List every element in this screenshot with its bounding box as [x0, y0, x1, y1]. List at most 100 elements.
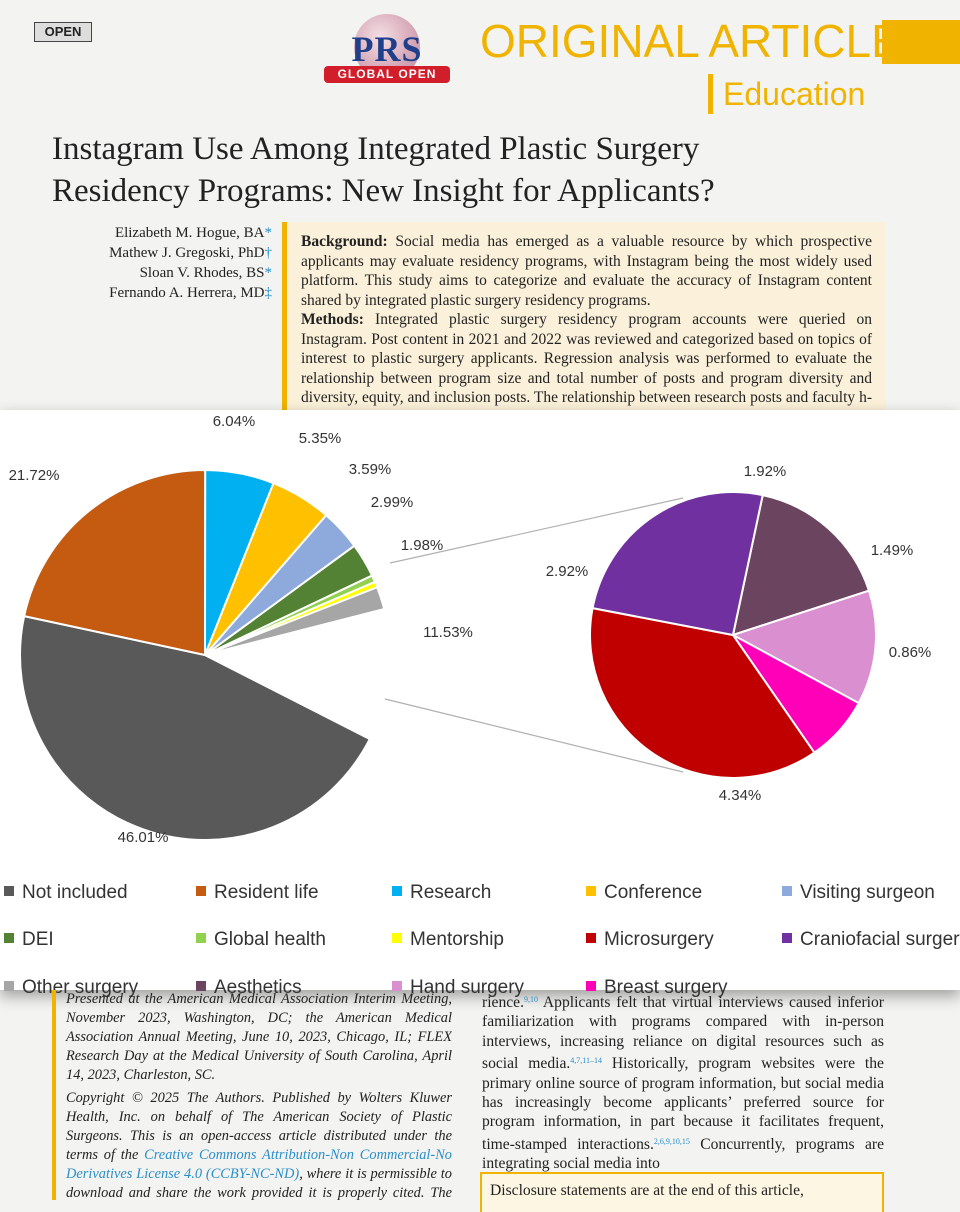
section-label: Education	[708, 74, 865, 114]
author: Fernando A. Herrera, MD‡	[109, 285, 273, 301]
sub-pie-slice	[731, 493, 871, 637]
abstract-box: Background: Social media has emerged as …	[282, 222, 886, 422]
chart-legend: Not included Resident life Research Confere…	[0, 865, 960, 998]
legend-item: Other surgery	[4, 977, 138, 999]
legend-swatch	[782, 933, 792, 943]
legend-swatch	[586, 886, 596, 896]
legend-swatch	[4, 886, 14, 896]
legend-swatch	[196, 933, 206, 943]
legend-label: Microsurgery	[604, 929, 714, 950]
methods-label: Methods:	[301, 311, 364, 328]
sub-pie-slice	[730, 589, 877, 705]
affiliation-mark[interactable]: ‡	[264, 285, 273, 301]
pie-slice	[19, 614, 372, 841]
legend-item: Craniofacial surgery	[782, 929, 960, 951]
author: Mathew J. Gregoski, PhD†	[109, 245, 273, 261]
article-type-bar	[882, 20, 960, 64]
legend-label: Global health	[214, 929, 326, 950]
presentation-note: Presented at the American Medical Associ…	[66, 991, 452, 1083]
legend-swatch	[392, 933, 402, 943]
legend-item: Hand surgery	[392, 977, 524, 999]
legend-item: Not included	[4, 882, 128, 904]
legend-swatch	[196, 886, 206, 896]
article-footnote: Presented at the American Medical Associ…	[52, 990, 452, 1200]
legend-item: Global health	[196, 929, 326, 951]
legend-label: Conference	[604, 882, 703, 903]
data-label: 46.01%	[118, 829, 169, 846]
logo-sub-text: GLOBAL OPEN	[324, 66, 450, 83]
pie-of-pie-chart: 46.01% 21.72% 6.04% 5.35% 3.59% 2.99% 1.98% 11.…	[9, 413, 932, 846]
author-list: Elizabeth M. Hogue, BA* Mathew J. Gregos…	[60, 223, 272, 303]
author: Sloan V. Rhodes, BS*	[139, 265, 273, 281]
sub-data-label: 0.86%	[889, 644, 932, 661]
author: Elizabeth M. Hogue, BA*	[114, 225, 273, 241]
logo-main-text: PRS	[351, 29, 423, 69]
data-label: 1.98%	[401, 537, 444, 554]
legend-item: Conference	[586, 882, 702, 904]
journal-logo: PRS GLOBAL OPEN	[322, 14, 452, 86]
connector-line	[389, 497, 684, 564]
data-label: 6.04%	[213, 413, 256, 430]
legend-swatch	[586, 981, 596, 991]
legend-item: Aesthetics	[196, 977, 302, 999]
sub-pie-slice	[591, 491, 764, 637]
body-text: rience.9,10 Applicants felt that virtual…	[482, 994, 885, 1173]
pie-slice	[202, 607, 391, 741]
background-label: Background:	[301, 233, 388, 250]
license-link[interactable]: Creative Commons Attribution-Non Commerc…	[66, 1147, 452, 1182]
citation-ref[interactable]: 4,7,11–14	[570, 1056, 602, 1066]
title-line-2: Residency Programs: New Insight for Appl…	[52, 173, 715, 209]
legend-label: Visiting surgeon	[800, 882, 935, 903]
affiliation-mark[interactable]: *	[264, 225, 273, 241]
citation-ref[interactable]: 9,10	[523, 995, 538, 1004]
legend-label: Aesthetics	[214, 977, 302, 998]
legend-swatch	[392, 886, 402, 896]
legend-label: Other surgery	[22, 977, 139, 998]
title-line-1: Instagram Use Among Integrated Plastic S…	[52, 131, 700, 167]
legend-label: Mentorship	[410, 929, 504, 950]
legend-label: Not included	[22, 882, 128, 903]
data-label: 11.53%	[423, 624, 473, 641]
affiliation-mark[interactable]: †	[264, 245, 273, 261]
sub-data-label: 2.92%	[546, 563, 589, 580]
legend-swatch	[782, 886, 792, 896]
legend-item: DEI	[4, 929, 54, 951]
legend-swatch	[196, 981, 206, 991]
data-label: 3.59%	[349, 461, 392, 478]
legend-item: Microsurgery	[586, 929, 714, 951]
legend-swatch	[4, 981, 14, 991]
legend-item: Breast surgery	[586, 977, 728, 999]
legend-swatch	[586, 933, 596, 943]
disclosure-box: Disclosure statements are at the end of …	[480, 1172, 884, 1212]
legend-label: Resident life	[214, 882, 319, 903]
legend-item: Resident life	[196, 882, 319, 904]
methods-text: Integrated plastic surgery residency pro…	[301, 311, 873, 422]
article-type: ORIGINAL ARTICLE	[480, 15, 902, 67]
data-label: 21.72%	[9, 467, 60, 484]
legend-item: Visiting surgeon	[782, 882, 935, 904]
pie-chart-figure: 46.01% 21.72% 6.04% 5.35% 3.59% 2.99% 1.98% 11.…	[0, 410, 960, 998]
background-text: Social media has emerged as a valuable r…	[301, 233, 873, 309]
legend-label: Breast surgery	[604, 977, 728, 998]
legend-label: DEI	[22, 929, 54, 950]
copyright-note: Copyright © 2025 The Authors. Published …	[66, 1090, 452, 1200]
open-access-badge: OPEN	[34, 22, 92, 42]
legend-label: Hand surgery	[410, 977, 525, 998]
data-label: 5.35%	[299, 430, 342, 447]
pie-slice	[22, 469, 207, 657]
affiliation-mark[interactable]: *	[264, 265, 273, 281]
legend-label: Craniofacial surgery	[800, 929, 960, 950]
citation-ref[interactable]: 2,6,9,10,15	[653, 1136, 690, 1146]
legend-item: Mentorship	[392, 929, 504, 951]
sub-pie-slice	[589, 606, 816, 779]
data-label: 2.99%	[371, 494, 414, 511]
legend-item: Research	[392, 882, 491, 904]
connector-line	[384, 698, 684, 773]
article-title: Instagram Use Among Integrated Plastic S…	[52, 128, 892, 212]
sub-data-label: 4.34%	[719, 787, 762, 804]
legend-label: Research	[410, 882, 492, 903]
legend-swatch	[4, 933, 14, 943]
sub-data-label: 1.49%	[871, 542, 914, 559]
legend-swatch	[392, 981, 402, 991]
sub-data-label: 1.92%	[744, 463, 787, 480]
